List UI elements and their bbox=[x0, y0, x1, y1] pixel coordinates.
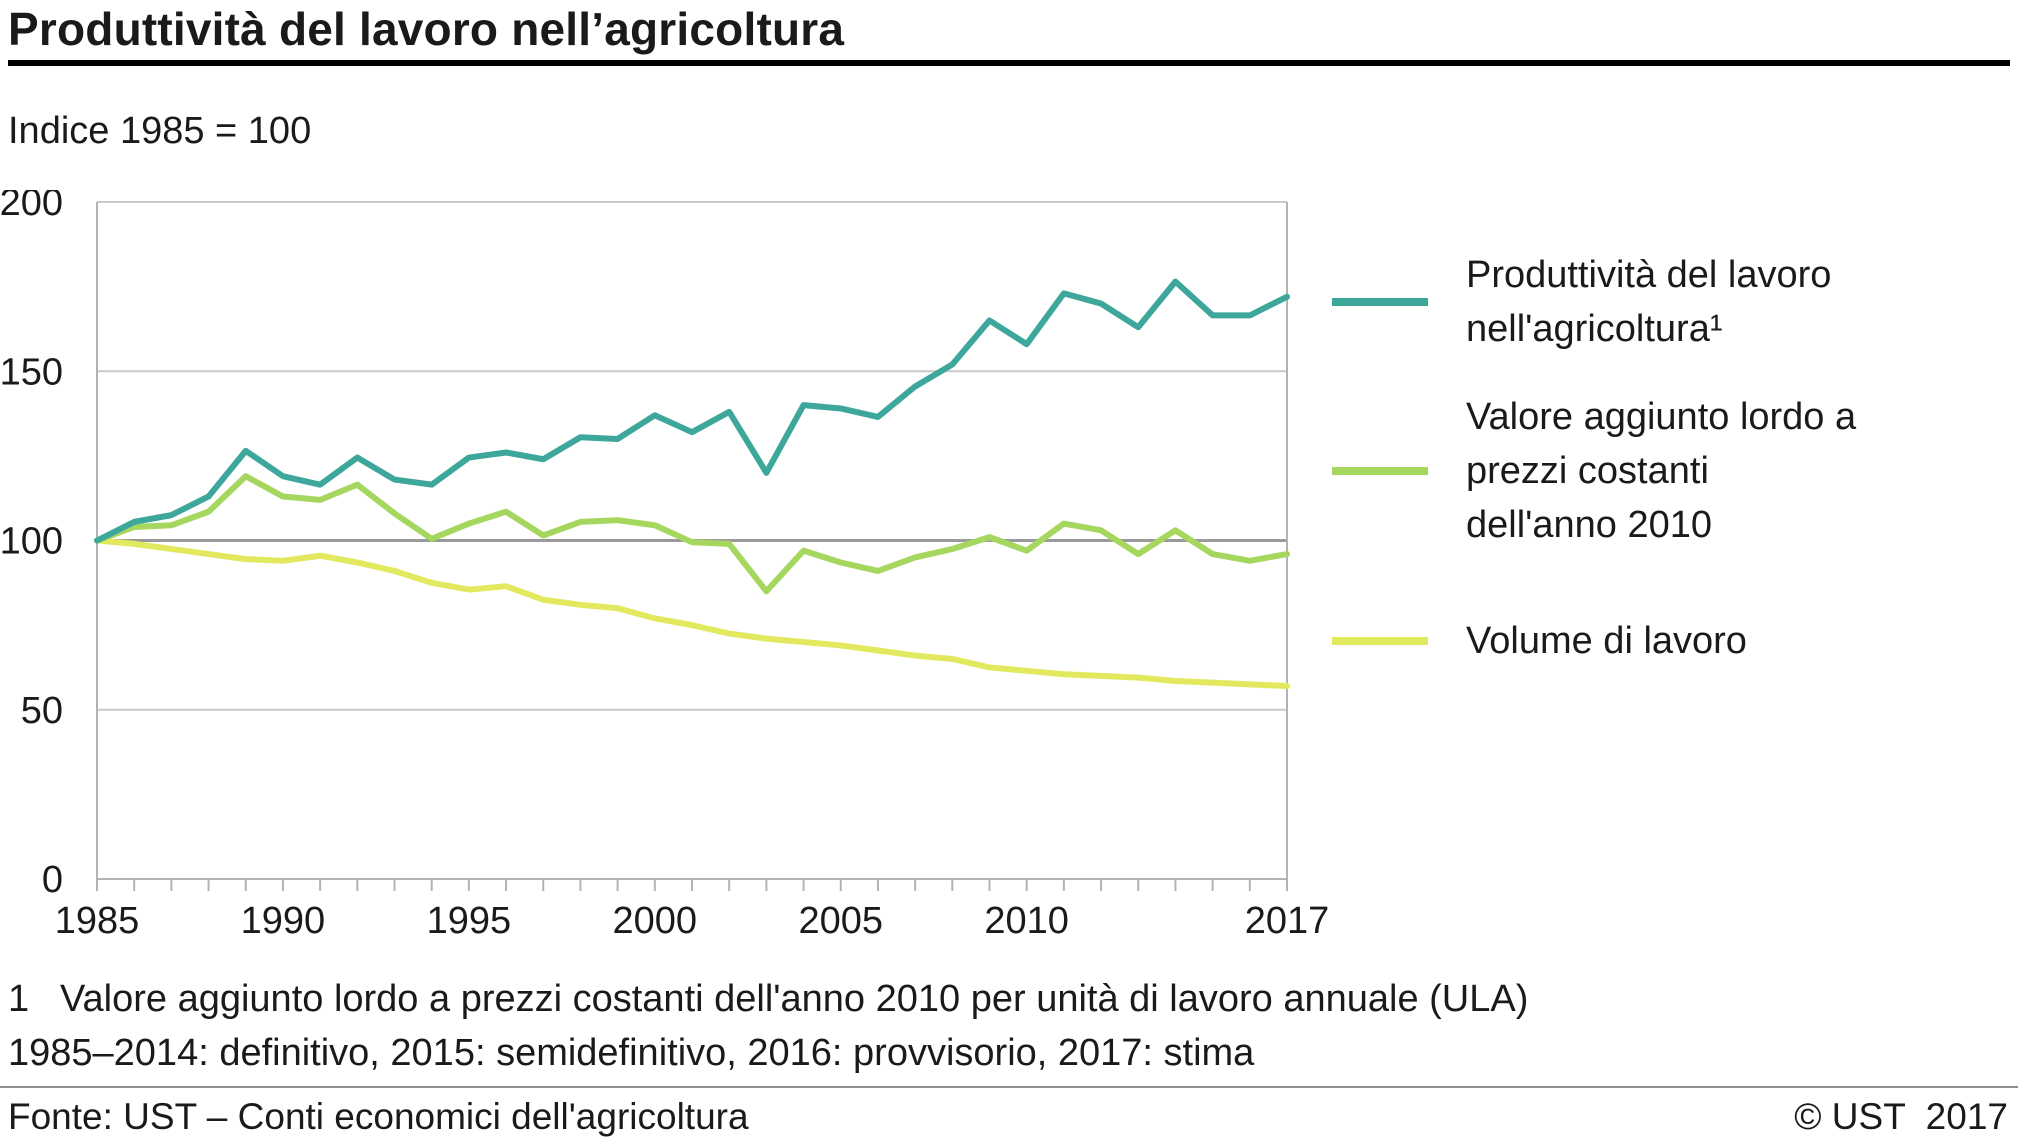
svg-text:2005: 2005 bbox=[798, 900, 883, 942]
legend-label-labour-volume: Volume di lavoro bbox=[1466, 614, 1747, 668]
legend-item-productivity: Produttività del lavoro nell'agricoltura… bbox=[1332, 248, 1992, 356]
svg-text:2010: 2010 bbox=[984, 900, 1069, 942]
legend-item-labour-volume: Volume di lavoro bbox=[1332, 614, 1992, 668]
legend-label-line: Produttività del lavoro bbox=[1466, 254, 1832, 296]
svg-text:1990: 1990 bbox=[241, 900, 326, 942]
source-label: Fonte: UST – Conti economici dell'agrico… bbox=[8, 1096, 749, 1137]
legend-swatch-productivity-line bbox=[1332, 298, 1428, 306]
footnote-1: 1 Valore aggiunto lordo a prezzi costant… bbox=[8, 978, 1528, 1021]
legend-swatch-labour-volume-line bbox=[1332, 637, 1428, 645]
legend-item-value-added: Valore aggiunto lordo a prezzi costanti … bbox=[1332, 390, 1992, 552]
footnote-1-text: Valore aggiunto lordo a prezzi costanti … bbox=[60, 978, 1529, 1020]
legend-label-value-added: Valore aggiunto lordo a prezzi costanti … bbox=[1466, 390, 1856, 552]
line-chart: 0 50 100 150 200 1985 1990 1995 2000 2005 2010 2017 bbox=[0, 190, 1330, 942]
svg-text:1995: 1995 bbox=[427, 900, 512, 942]
svg-text:0: 0 bbox=[42, 859, 63, 901]
legend-swatch-value-added-line bbox=[1332, 467, 1428, 475]
legend-label-line: prezzi costanti bbox=[1466, 450, 1709, 492]
svg-text:50: 50 bbox=[21, 690, 63, 732]
legend-label-line: dell'anno 2010 bbox=[1466, 504, 1713, 546]
svg-text:2000: 2000 bbox=[613, 900, 698, 942]
chart-legend: Produttività del lavoro nell'agricoltura… bbox=[1332, 248, 1992, 668]
svg-text:1985: 1985 bbox=[55, 900, 140, 942]
legend-label-productivity: Produttività del lavoro nell'agricoltura… bbox=[1466, 248, 1831, 356]
footnote-2-text: 1985–2014: definitivo, 2015: semidefinit… bbox=[8, 1032, 1255, 1074]
svg-text:200: 200 bbox=[0, 190, 63, 224]
svg-text:2017: 2017 bbox=[1245, 900, 1330, 942]
legend-label-line: nell'agricoltura¹ bbox=[1466, 308, 1723, 350]
legend-label-line: Valore aggiunto lordo a bbox=[1466, 396, 1857, 438]
footnote-2: 1985–2014: definitivo, 2015: semidefinit… bbox=[8, 1032, 1254, 1075]
svg-text:150: 150 bbox=[0, 351, 63, 393]
copyright-label: © UST 2017 bbox=[1794, 1096, 2008, 1137]
footnote-marker: 1 bbox=[8, 978, 30, 1020]
svg-text:100: 100 bbox=[0, 521, 63, 563]
footer-divider bbox=[0, 1086, 2018, 1088]
title-underline bbox=[8, 60, 2010, 66]
index-base-label: Indice 1985 = 100 bbox=[8, 110, 312, 152]
page-title: Produttività del lavoro nell’agricoltura bbox=[8, 3, 845, 55]
legend-label-line: Volume di lavoro bbox=[1466, 620, 1747, 662]
